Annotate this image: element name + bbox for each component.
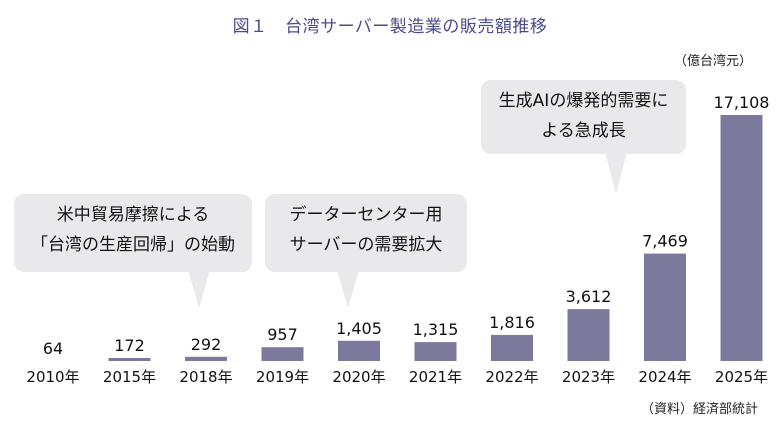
value-label-0: 64 (43, 339, 63, 358)
value-label-5: 1,315 (413, 320, 459, 339)
unit-label: （億台湾元） (673, 54, 752, 69)
category-label-7: 2023年 (562, 368, 615, 386)
chart-title: 図１ 台湾サーバー製造業の販売額推移 (232, 17, 548, 37)
category-label-3: 2019年 (256, 368, 309, 386)
callout-tail (337, 270, 359, 308)
callout-datacenter-line-1: データーセンター用 (289, 205, 443, 225)
callout-trade-friction-line-1: 米中貿易摩擦による (56, 205, 210, 225)
category-label-9: 2025年 (715, 368, 768, 386)
category-label-0: 2010年 (26, 368, 79, 386)
source-label: （資料）経済部統計 (640, 402, 758, 417)
bar-7 (567, 309, 610, 361)
callout-generative-ai: 生成AIの爆発的需要に よる急成長 (481, 80, 686, 194)
category-label-4: 2020年 (332, 368, 385, 386)
bar-4 (338, 340, 380, 361)
bar-6 (491, 334, 533, 361)
category-label-2: 2018年 (179, 368, 232, 386)
category-label-1: 2015年 (103, 368, 156, 386)
value-label-1: 172 (114, 336, 145, 355)
value-label-9: 17,108 (714, 93, 770, 112)
bar-3 (261, 347, 304, 361)
callout-tail (605, 152, 627, 194)
callout-trade-friction-line-2: 「台湾の生産回帰」の始動 (31, 235, 235, 255)
callout-generative-ai-line-1: 生成AIの爆発的需要に (498, 91, 669, 111)
callout-datacenter-line-2: サーバーの需要拡大 (289, 235, 443, 255)
value-label-4: 1,405 (336, 319, 382, 338)
callout-generative-ai-line-2: よる急成長 (541, 121, 626, 141)
callout-trade-friction: 米中貿易摩擦による 「台湾の生産回帰」の始動 (14, 194, 252, 308)
value-label-3: 957 (267, 325, 298, 344)
value-label-8: 7,469 (642, 232, 688, 251)
value-label-7: 3,612 (566, 287, 612, 306)
category-label-8: 2024年 (638, 368, 691, 386)
bar-9 (720, 115, 763, 361)
callout-tail (188, 270, 210, 308)
bar-8 (644, 253, 686, 361)
value-label-2: 292 (191, 335, 222, 354)
bar-5 (414, 342, 457, 361)
category-label-5: 2021年 (409, 368, 462, 386)
callout-datacenter: データーセンター用 サーバーの需要拡大 (265, 194, 467, 308)
category-label-6: 2022年 (485, 368, 538, 386)
value-label-6: 1,816 (489, 313, 535, 332)
bar-2 (185, 356, 227, 361)
bar-1 (108, 358, 151, 361)
